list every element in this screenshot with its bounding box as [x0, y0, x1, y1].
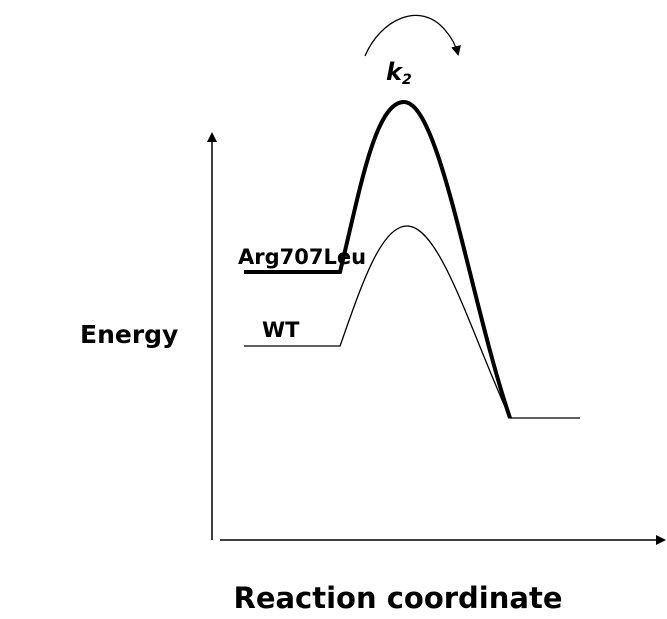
rate-arrow: [364, 14, 461, 57]
y-axis-label: Energy: [80, 320, 178, 349]
x-axis-label: Reaction coordinate: [233, 581, 562, 615]
mutant-curve: [244, 99, 512, 419]
wt-curve: [244, 225, 580, 419]
rate-constant: k2: [386, 58, 412, 88]
wt-label: WT: [262, 318, 300, 342]
mutant-label: Arg707Leu: [238, 245, 366, 269]
